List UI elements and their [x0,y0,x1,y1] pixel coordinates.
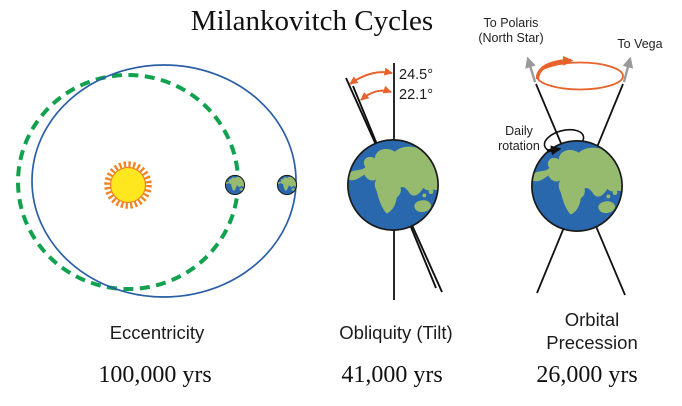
obliquity-period: 41,000 yrs [341,362,443,388]
eccentricity-diagram [16,64,298,298]
to-polaris-label: To Polaris (North Star) [459,16,563,45]
precession-period: 26,000 yrs [536,362,638,388]
precession-label-line2: Precession [546,332,638,353]
vega-arrow-icon [622,56,634,83]
tilt-arrow-min [360,85,392,101]
max-tilt-label: 24.5° [399,67,433,83]
earth-icon [346,140,439,230]
obliquity-label: Obliquity (Tilt) [339,322,453,343]
precession-label: Orbital Precession [492,308,682,354]
earth-icon [224,174,246,196]
to-polaris-line1: To Polaris [483,16,539,30]
daily-rotation-line1: Daily [505,124,533,138]
tilt-arrow-max [349,67,393,85]
daily-rotation-line2: rotation [498,138,540,153]
polaris-arrow-icon [525,56,537,83]
to-polaris-line2: (North Star) [478,30,544,45]
earth-icon [276,174,298,196]
daily-rotation-label: Daily rotation [477,124,561,153]
eccentricity-label: Eccentricity [109,322,205,343]
precession-label-line1: Orbital [564,309,620,330]
precession-diagram [525,55,634,296]
page-title: Milankovitch Cycles [190,5,434,37]
eccentricity-period: 100,000 yrs [98,362,212,388]
min-tilt-label: 22.1° [399,87,433,103]
daily-rotation-arrow [546,145,562,156]
precession-loop [536,61,624,91]
to-vega-label: To Vega [617,37,663,51]
sun-icon [104,161,152,209]
solid-orbit-ellipse [31,64,297,298]
obliquity-diagram: 24.5° 22.1° [345,63,443,300]
precession-loop-arrow [535,55,574,80]
earth-icon [530,141,623,231]
